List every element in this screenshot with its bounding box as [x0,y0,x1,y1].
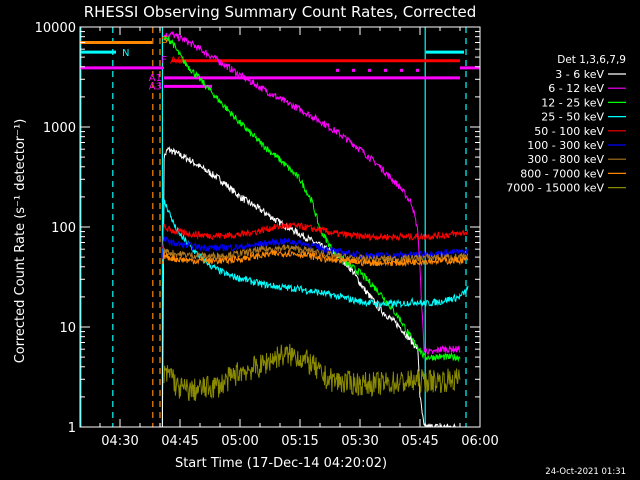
series-line-50-100-kev [161,221,469,249]
series-line-300-800-kev [162,244,469,264]
x-tick-label: 05:30 [341,434,378,449]
y-tick-label: 1 [68,421,76,436]
y-tick-label: 100 [51,221,76,236]
x-tick-label: 05:00 [221,434,258,449]
attenuator-label-a0: A0 [170,56,183,67]
attenuator-dot-0 [336,68,339,72]
chart-title: RHESSI Observing Summary Count Rates, Co… [84,3,477,21]
series-line-12-25-kev [163,35,461,363]
legend-entry-6-12-kev: 6 - 12 keV [548,82,604,95]
legend-entry-25-50-kev: 25 - 50 keV [541,111,604,124]
x-tick-label: 06:00 [461,434,498,449]
attenuator-label-a3: A3 [149,81,162,92]
series-line-800-7000-kev [161,249,469,268]
series-line-3-6-kev [161,146,460,427]
legend-entry-7000-15000-kev: 7000 - 15000 keV [506,182,604,195]
y-tick-label: 10 [59,321,76,336]
attenuator-dot-1 [352,68,355,72]
attenuator-dot-2 [368,68,371,72]
flag-label-f: F [161,55,167,66]
x-tick-label: 04:30 [101,434,138,449]
legend-entry-800-7000-kev: 800 - 7000 keV [520,167,604,180]
series-line-6-12-kev [163,30,461,355]
y-tick-label: 10000 [35,21,76,36]
x-axis-label: Start Time (17-Dec-14 04:20:02) [175,456,387,471]
y-tick-label: 1000 [43,121,76,136]
series-line-25-50-kev [161,199,469,309]
status-label-n: N [122,48,129,59]
attenuator-dot-4 [400,68,403,72]
legend-entry-100-300-kev: 100 - 300 keV [527,139,604,152]
y-axis-label: Corrected Count Rate (s⁻¹ detector⁻¹) [13,119,28,364]
attenuator-label-a1: A1 [149,73,162,84]
footer-date: 24-Oct-2021 01:31 [545,467,626,477]
x-tick-label: 05:15 [281,434,318,449]
legend-title: Det 1,3,6,7,9 [557,54,626,66]
legend-entry-12-25-kev: 12 - 25 keV [541,96,604,109]
attenuator-dot-3 [384,68,387,72]
series-line-7000-15000-kev [163,343,461,402]
x-tick-label: 05:45 [401,434,438,449]
legend-entry-50-100-kev: 50 - 100 keV [534,125,604,138]
flag-label-s: S [161,35,167,46]
legend-entry-300-800-kev: 300 - 800 keV [527,153,604,166]
attenuator-dot-5 [416,68,419,72]
series-line-100-300-kev [161,236,469,261]
plot-content [80,27,480,427]
x-tick-label: 04:45 [161,434,198,449]
legend-entry-3-6-kev: 3 - 6 keV [555,68,604,81]
